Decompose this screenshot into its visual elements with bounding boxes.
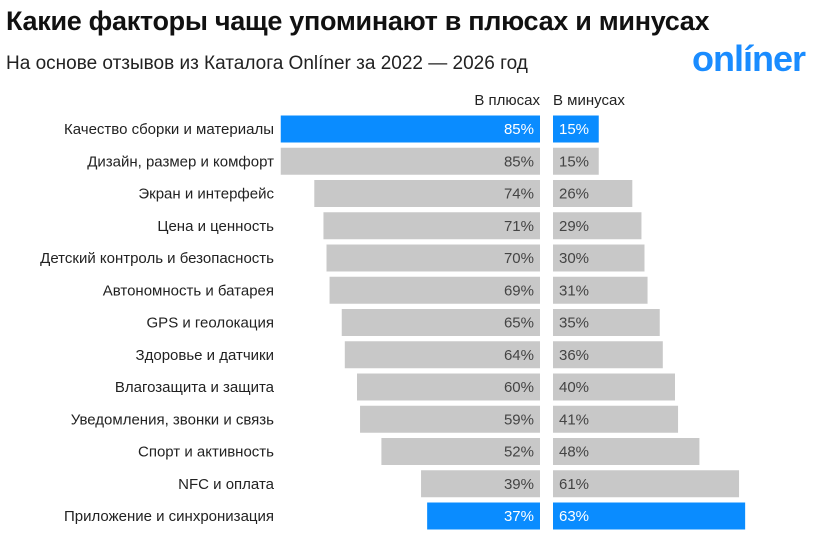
value-label-plus: 60%	[504, 379, 534, 396]
bar-plus	[427, 502, 540, 530]
bar-plus	[421, 470, 540, 498]
bar-minus	[553, 115, 599, 143]
value-label-minus: 48%	[559, 444, 589, 461]
bar-plus	[314, 180, 540, 207]
bar-plus	[323, 212, 540, 240]
category-label: Влагозащита и защита	[115, 379, 275, 396]
bar-minus	[553, 438, 700, 465]
value-label-minus: 15%	[559, 121, 589, 138]
value-label-plus: 39%	[504, 476, 534, 493]
value-label-minus: 31%	[559, 282, 589, 299]
bar-plus	[341, 309, 540, 336]
bar-plus	[280, 147, 540, 175]
bar-minus	[553, 276, 648, 304]
value-label-plus: 69%	[504, 282, 534, 299]
bar-plus	[381, 438, 540, 465]
category-label: Приложение и синхронизация	[64, 508, 274, 525]
category-label: Экран и интерфейс	[138, 186, 274, 203]
category-label: Автономность и батарея	[103, 282, 274, 299]
bar-plus	[344, 341, 540, 369]
value-label-plus: 52%	[504, 444, 534, 461]
bar-plus	[326, 244, 540, 272]
category-label: Качество сборки и материалы	[64, 121, 274, 138]
value-label-plus: 37%	[504, 508, 534, 525]
bar-minus	[553, 502, 746, 530]
bar-minus	[553, 373, 675, 401]
bar-plus	[360, 405, 540, 433]
chart-subtitle: На основе отзывов из Каталога Onlíner за…	[6, 53, 528, 74]
value-label-minus: 36%	[559, 347, 589, 364]
value-label-plus: 59%	[504, 411, 534, 428]
value-label-minus: 35%	[559, 315, 589, 332]
category-label: Дизайн, размер и комфорт	[87, 153, 274, 170]
value-label-plus: 85%	[504, 153, 534, 170]
legend-minus: В минусах	[553, 92, 625, 109]
category-label: Цена и ценность	[157, 218, 274, 235]
value-label-minus: 63%	[559, 508, 589, 525]
value-label-minus: 30%	[559, 250, 589, 267]
bar-minus	[553, 309, 660, 336]
bar-plus	[357, 373, 540, 401]
value-label-minus: 41%	[559, 411, 589, 428]
value-label-plus: 85%	[504, 121, 534, 138]
value-label-minus: 61%	[559, 476, 589, 493]
bar-plus	[280, 115, 540, 143]
logo-text: onlíner	[692, 38, 806, 79]
category-label: Детский контроль и безопасность	[40, 250, 274, 267]
category-label: GPS и геолокация	[147, 315, 274, 332]
bar-minus	[553, 470, 740, 498]
value-label-minus: 29%	[559, 218, 589, 235]
category-label: Здоровье и датчики	[136, 347, 274, 364]
value-label-minus: 15%	[559, 153, 589, 170]
value-label-minus: 40%	[559, 379, 589, 396]
onliner-logo: onlíner	[692, 38, 806, 80]
chart-title: Какие факторы чаще упоминают в плюсах и …	[6, 6, 710, 36]
bar-minus	[553, 147, 599, 175]
legend-plus: В плюсах	[474, 92, 540, 109]
value-label-plus: 65%	[504, 315, 534, 332]
bar-minus	[553, 341, 663, 369]
bar-minus	[553, 212, 642, 240]
value-label-plus: 70%	[504, 250, 534, 267]
value-label-plus: 71%	[504, 218, 534, 235]
category-label: Уведомления, звонки и связь	[71, 411, 274, 428]
bar-minus	[553, 405, 679, 433]
bar-minus	[553, 244, 645, 272]
bar-minus	[553, 180, 633, 207]
value-label-minus: 26%	[559, 186, 589, 203]
value-label-plus: 64%	[504, 347, 534, 364]
value-label-plus: 74%	[504, 186, 534, 203]
category-label: NFC и оплата	[178, 476, 274, 493]
bar-plus	[329, 276, 540, 304]
category-label: Спорт и активность	[138, 444, 274, 461]
